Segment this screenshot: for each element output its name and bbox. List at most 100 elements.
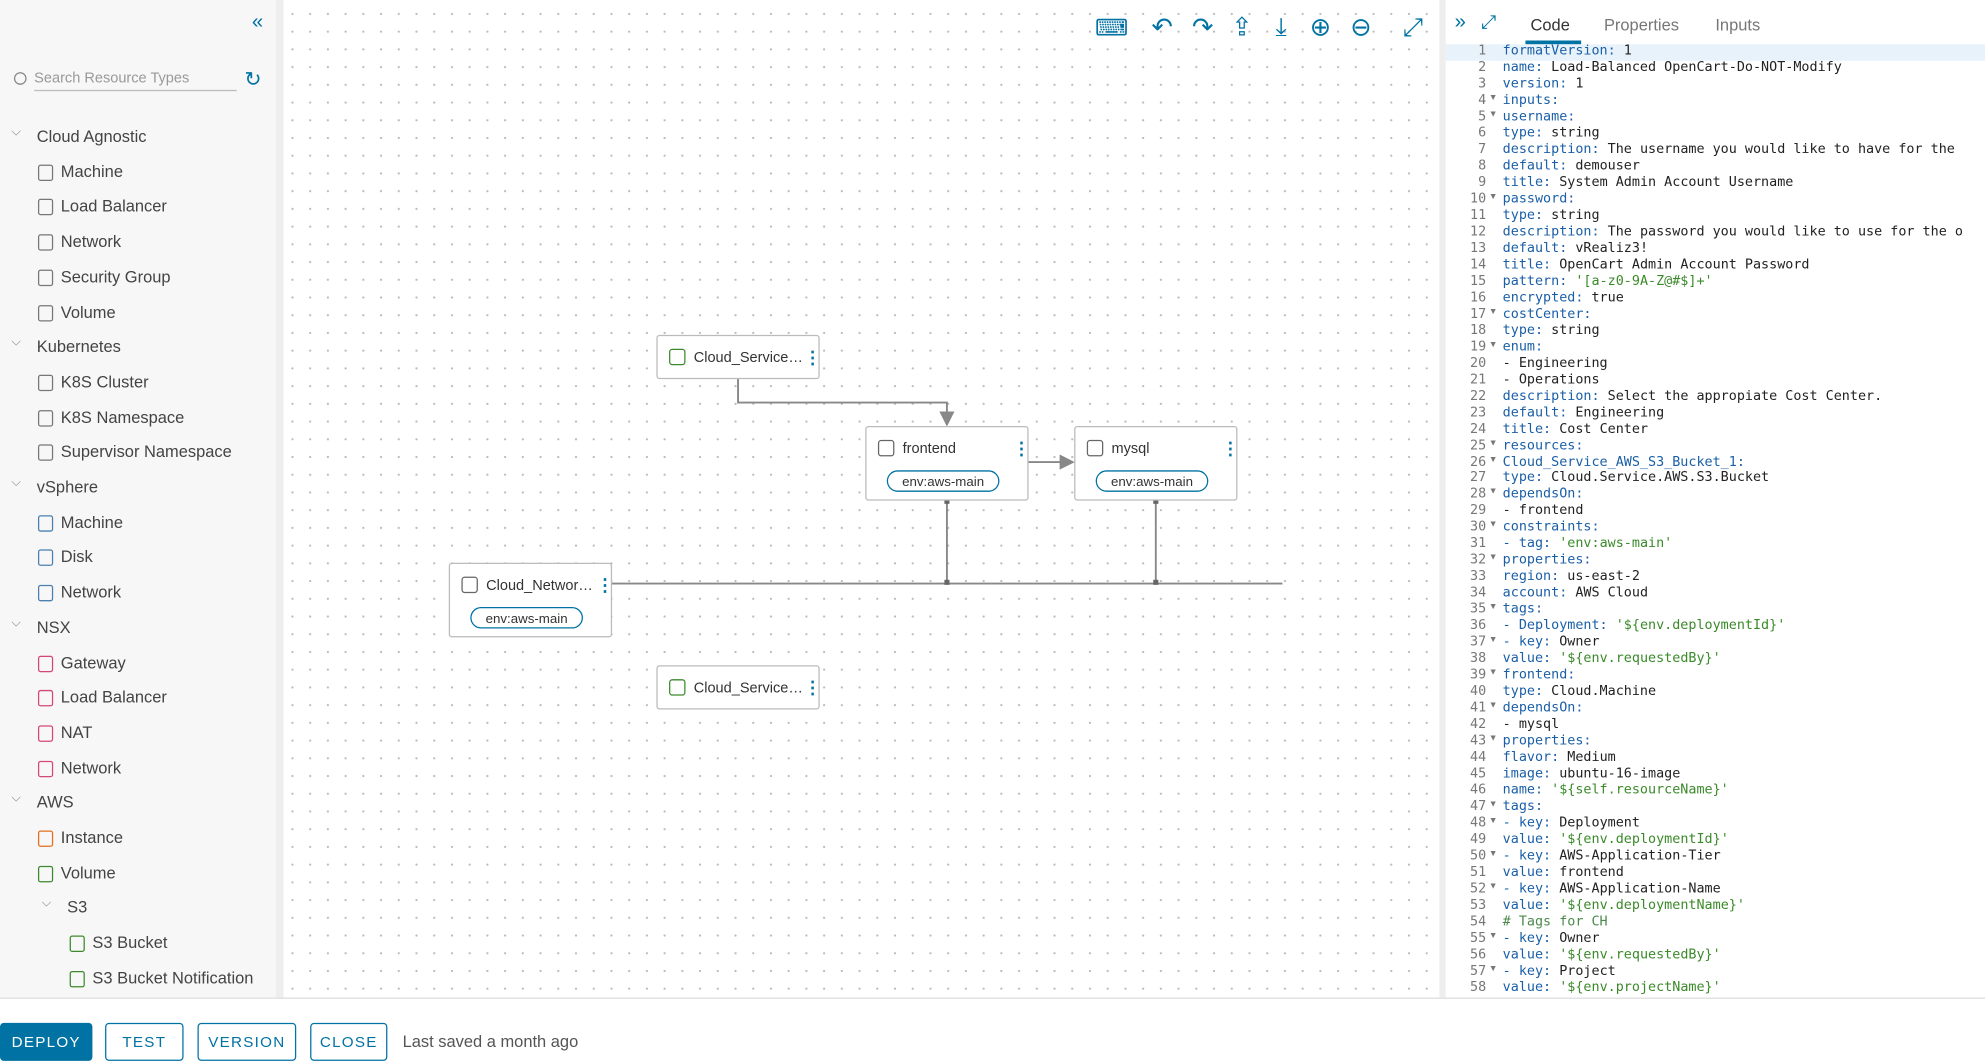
item-label[interactable]: NAT (60, 722, 93, 742)
group-arrow[interactable]: ⌵ (11, 791, 22, 806)
tab[interactable]: Code (1530, 15, 1570, 35)
group-arrow[interactable]: ⌵ (11, 335, 22, 350)
line-number: 34 (1470, 585, 1487, 601)
code-key: name: (1502, 782, 1544, 798)
item-label[interactable]: Supervisor Namespace (60, 442, 232, 462)
group-arrow[interactable]: ⌵ (11, 475, 22, 490)
item-label[interactable]: Disk (60, 547, 93, 567)
node[interactable] (656, 665, 820, 710)
fold-arrow[interactable]: ▼ (1488, 931, 1498, 941)
code-value: The username you would like to have for … (1599, 141, 1955, 157)
item-label[interactable]: S3 Bucket (92, 933, 168, 953)
fold-arrow[interactable]: ▼ (1488, 701, 1498, 711)
fold-arrow[interactable]: ▼ (1488, 553, 1498, 563)
fold-arrow[interactable]: ▼ (1488, 635, 1498, 645)
toolbar-icon[interactable]: ⊖ (1350, 13, 1371, 41)
node[interactable] (656, 334, 820, 380)
item-label[interactable]: Machine (60, 512, 123, 532)
subgroup-label[interactable]: S3 (67, 898, 88, 918)
button[interactable]: TEST (105, 1022, 184, 1061)
node-menu[interactable]: ⋮ (1013, 438, 1031, 458)
fold-arrow[interactable]: ▼ (1488, 882, 1498, 892)
fold-arrow[interactable]: ▼ (1488, 307, 1498, 317)
fold-arrow[interactable]: ▼ (1488, 602, 1498, 612)
code-value: '${self.resourceName}' (1543, 782, 1729, 798)
item-label[interactable]: Gateway (60, 652, 126, 672)
toolbar-icon[interactable]: ↷ (1192, 13, 1213, 41)
code-line: resources: (1503, 437, 1584, 452)
fold-arrow[interactable]: ▼ (1488, 964, 1498, 974)
splitter[interactable] (1439, 0, 1446, 998)
search-input[interactable]: Search Resource Types (34, 71, 237, 92)
fold-arrow[interactable]: ▼ (1488, 340, 1498, 349)
fold-arrow[interactable]: ▼ (1488, 800, 1498, 810)
group-label[interactable]: NSX (36, 617, 71, 637)
code-key: - tag: (1502, 535, 1552, 552)
group-arrow[interactable]: ⌵ (41, 896, 52, 911)
code-value: us-east-2 (1559, 568, 1640, 585)
group-arrow[interactable]: ⌵ (11, 125, 22, 140)
group-label[interactable]: AWS (36, 792, 74, 812)
item-label[interactable]: Volume (60, 862, 116, 882)
item-label[interactable]: Security Group (60, 266, 171, 286)
node-label[interactable]: Cloud_Networ… (486, 578, 593, 594)
refresh-icon[interactable]: ↻ (244, 69, 262, 92)
fold-arrow[interactable]: ▼ (1488, 192, 1498, 202)
group-label[interactable]: Kubernetes (36, 336, 121, 356)
item-label[interactable]: Network (60, 582, 122, 602)
splitter[interactable] (275, 0, 284, 998)
fold-arrow[interactable]: ▼ (1488, 93, 1498, 103)
code-key: account: (1502, 585, 1568, 601)
button[interactable]: DEPLOY (0, 1022, 93, 1061)
node-menu[interactable]: ⋮ (804, 347, 822, 367)
code-value: AWS-Application-Name (1551, 881, 1721, 897)
toolbar-icon[interactable]: ↶ (1152, 13, 1173, 41)
fold-arrow[interactable]: ▼ (1488, 520, 1498, 530)
node-label[interactable]: Cloud_Service… (694, 680, 803, 696)
fold-arrow[interactable]: ▼ (1488, 849, 1498, 859)
tab[interactable]: Properties (1603, 15, 1679, 35)
item-label[interactable]: Network (60, 757, 122, 777)
node-label[interactable]: frontend (903, 441, 956, 457)
fold-arrow[interactable]: ▼ (1488, 487, 1498, 497)
button[interactable]: CLOSE (310, 1022, 388, 1061)
item-label[interactable]: K8S Cluster (60, 372, 149, 392)
toolbar-icon[interactable]: ⇪ (1231, 13, 1252, 41)
item-label[interactable]: Network (60, 231, 122, 251)
node-label[interactable]: Cloud_Service… (694, 350, 803, 366)
group-arrow[interactable]: ⌵ (11, 616, 22, 631)
code-value: string (1543, 207, 1600, 223)
toolbar-icon[interactable]: ⌨ (1095, 14, 1128, 40)
expand-icon[interactable]: ⤢ (1481, 11, 1497, 33)
fold-arrow[interactable]: ▼ (1488, 668, 1498, 678)
line-number: 36 (1470, 618, 1487, 634)
node-menu[interactable]: ⋮ (804, 678, 822, 698)
button[interactable]: VERSION (197, 1022, 297, 1061)
node-label[interactable]: mysql (1111, 441, 1149, 457)
code-key: value: (1502, 946, 1552, 962)
fold-arrow[interactable]: ▼ (1488, 455, 1498, 464)
collapse-icon[interactable]: » (1454, 11, 1466, 33)
item-label[interactable]: S3 Bucket Notification (92, 968, 254, 988)
item-label[interactable]: Volume (60, 301, 116, 321)
fold-arrow[interactable]: ▼ (1488, 438, 1498, 448)
group-label[interactable]: Cloud Agnostic (36, 126, 147, 146)
node-menu[interactable]: ⋮ (596, 575, 614, 595)
group-label[interactable]: vSphere (36, 477, 99, 497)
tab[interactable]: Inputs (1715, 15, 1761, 35)
toolbar-icon[interactable]: ⤢ (1403, 13, 1423, 41)
item-label[interactable]: Machine (60, 161, 123, 181)
fold-arrow[interactable]: ▼ (1488, 110, 1498, 119)
toolbar-icon[interactable]: ⤓ (1276, 13, 1287, 41)
fold-arrow[interactable]: ▼ (1488, 734, 1498, 744)
item-label[interactable]: K8S Namespace (60, 407, 185, 427)
toolbar-icon[interactable]: ⊕ (1310, 13, 1331, 41)
collapse-icon[interactable]: « (251, 11, 264, 33)
item-icon (37, 234, 54, 251)
item-label[interactable]: Instance (60, 827, 123, 847)
item-label[interactable]: Load Balancer (60, 196, 167, 216)
node-menu[interactable]: ⋮ (1222, 438, 1240, 458)
code-line: description: Select the appropiate Cost … (1503, 388, 1883, 403)
item-label[interactable]: Load Balancer (60, 687, 167, 707)
fold-arrow[interactable]: ▼ (1488, 816, 1498, 826)
